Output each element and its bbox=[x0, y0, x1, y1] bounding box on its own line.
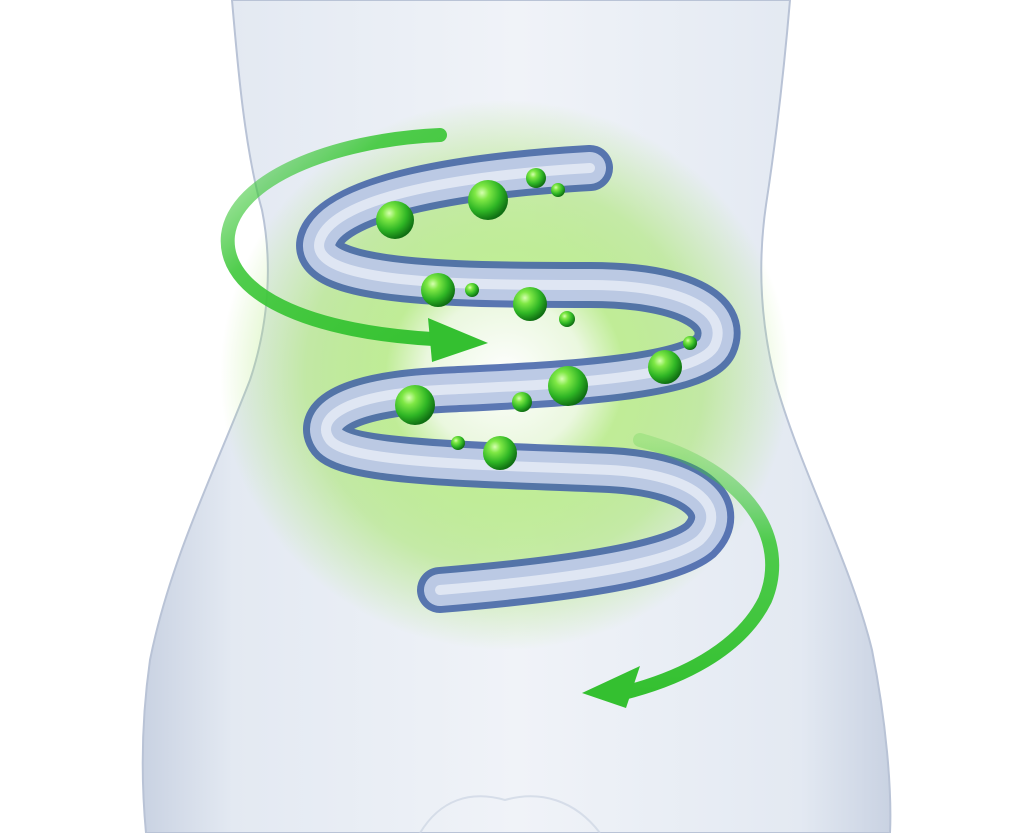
probiotic-bubble bbox=[526, 168, 546, 188]
probiotic-bubble bbox=[468, 180, 508, 220]
torso-lower-contour bbox=[419, 795, 601, 833]
probiotic-bubble bbox=[513, 287, 547, 321]
spiral-intestine bbox=[296, 145, 741, 613]
probiotic-bubble bbox=[395, 385, 435, 425]
probiotic-bubble bbox=[551, 183, 565, 197]
probiotic-bubble bbox=[483, 436, 517, 470]
probiotic-bubbles bbox=[376, 168, 697, 470]
probiotic-bubble bbox=[559, 311, 575, 327]
flow-arrow-top bbox=[220, 128, 488, 362]
probiotic-bubble bbox=[465, 283, 479, 297]
probiotic-bubble bbox=[512, 392, 532, 412]
probiotic-bubble bbox=[421, 273, 455, 307]
probiotic-bubble bbox=[451, 436, 465, 450]
probiotic-bubble bbox=[683, 336, 697, 350]
flow-arrow-bottom bbox=[582, 433, 780, 708]
probiotic-bubble bbox=[648, 350, 682, 384]
probiotic-bubble bbox=[376, 201, 414, 239]
probiotic-bubble bbox=[548, 366, 588, 406]
